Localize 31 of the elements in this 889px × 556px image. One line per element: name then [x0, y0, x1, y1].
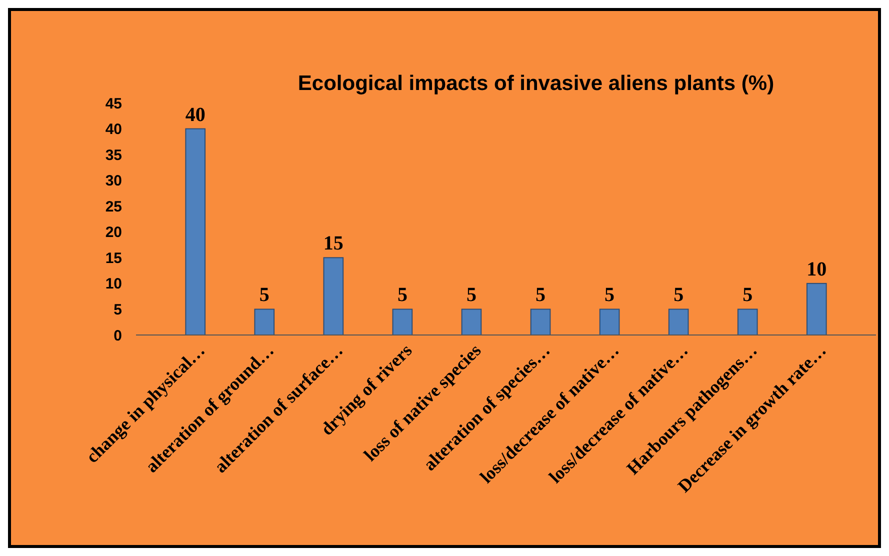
y-tick-label: 0 [114, 327, 122, 344]
bar [461, 308, 482, 336]
y-tick-label: 45 [105, 95, 122, 112]
y-tick-label: 10 [105, 276, 122, 293]
bar [392, 308, 413, 336]
y-tick-label: 35 [105, 146, 122, 164]
data-label: 15 [323, 232, 344, 255]
bar [254, 308, 275, 336]
bar [599, 308, 620, 336]
bar [737, 308, 758, 336]
data-label: 5 [466, 284, 476, 306]
data-label: 5 [742, 284, 753, 306]
y-tick-label: 5 [114, 301, 122, 318]
y-tick-label: 40 [105, 121, 122, 138]
y-tick-label: 20 [105, 224, 122, 242]
bar [185, 128, 206, 336]
y-tick-label: 30 [105, 172, 122, 190]
bar [668, 308, 689, 336]
bar [323, 257, 344, 336]
data-label: 40 [185, 104, 206, 126]
chart-title: Ecological impacts of invasive aliens plants (%) [298, 72, 774, 95]
data-label: 5 [604, 284, 615, 306]
data-label: 10 [806, 258, 827, 280]
y-tick-label: 15 [105, 250, 122, 267]
y-tick-label: 25 [105, 198, 122, 216]
bar [806, 282, 827, 336]
data-label: 5 [259, 284, 270, 306]
data-label: 5 [536, 284, 546, 306]
bar [530, 308, 551, 336]
data-label: 5 [397, 284, 408, 306]
data-label: 5 [674, 284, 684, 306]
